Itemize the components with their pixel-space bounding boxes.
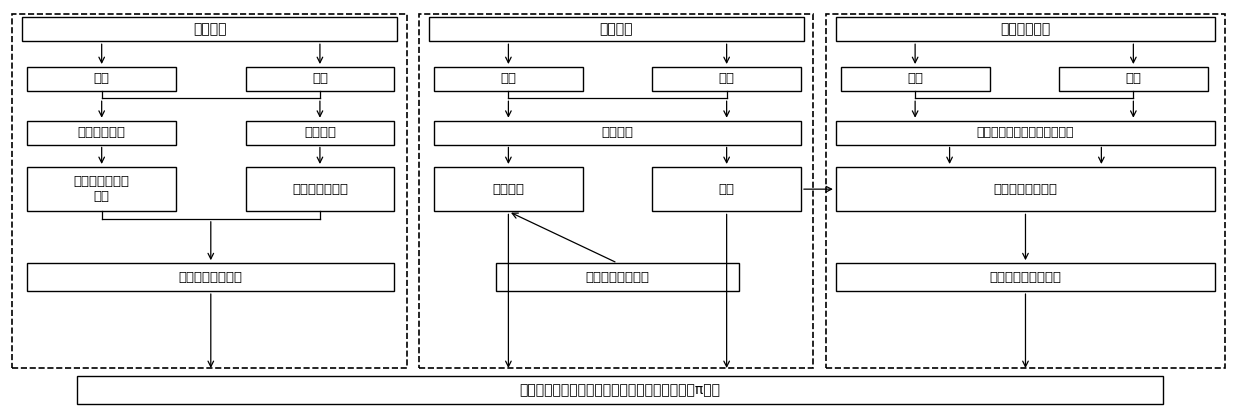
Text: 非饱和区励磁参数: 非饱和区励磁参数 — [179, 271, 243, 284]
Bar — [12, 14, 407, 368]
Text: 考虑铁芯深度饱和特性的单相双绕组变压器改进π模型: 考虑铁芯深度饱和特性的单相双绕组变压器改进π模型 — [520, 383, 720, 397]
Text: 短路阻抗: 短路阻抗 — [601, 126, 634, 139]
Bar — [27, 167, 176, 211]
Bar — [246, 67, 394, 91]
Bar — [496, 263, 739, 291]
Text: 励磁电阻的分配: 励磁电阻的分配 — [291, 183, 348, 196]
Text: 电压: 电压 — [501, 72, 516, 85]
Text: 绕组直流电阻测试: 绕组直流电阻测试 — [585, 271, 650, 284]
Text: 电流: 电流 — [719, 72, 734, 85]
Text: 励磁支路饱和电感: 励磁支路饱和电感 — [993, 183, 1058, 196]
Bar — [841, 67, 990, 91]
Bar — [1059, 67, 1208, 91]
Bar — [27, 263, 394, 291]
Bar — [22, 17, 397, 41]
Bar — [836, 167, 1215, 211]
Bar — [826, 14, 1225, 368]
Bar — [434, 121, 801, 145]
Text: 深度饱和试验: 深度饱和试验 — [1001, 22, 1050, 36]
Text: 开路试验: 开路试验 — [192, 22, 227, 36]
Text: 短路试验: 短路试验 — [599, 22, 634, 36]
Text: 饱和段励磁曲线数据: 饱和段励磁曲线数据 — [990, 271, 1061, 284]
Bar — [836, 17, 1215, 41]
Text: 一、二次侧端口视在饱和电感: 一、二次侧端口视在饱和电感 — [977, 126, 1074, 139]
Text: 励磁电阻: 励磁电阻 — [304, 126, 336, 139]
Text: 电流: 电流 — [312, 72, 327, 85]
Text: 基本磁化曲线: 基本磁化曲线 — [78, 126, 125, 139]
Text: 电压: 电压 — [908, 72, 923, 85]
Bar — [434, 67, 583, 91]
Bar — [27, 67, 176, 91]
Text: 绕组电阻: 绕组电阻 — [492, 183, 525, 196]
Bar — [836, 121, 1215, 145]
Bar — [419, 14, 813, 368]
Text: 电流: 电流 — [1126, 72, 1141, 85]
Bar — [434, 167, 583, 211]
Bar — [836, 263, 1215, 291]
Bar — [27, 121, 176, 145]
Text: 漏感: 漏感 — [719, 183, 734, 196]
Text: 电压: 电压 — [94, 72, 109, 85]
Bar — [77, 376, 1163, 404]
Text: 基本磁化曲线的
分配: 基本磁化曲线的 分配 — [73, 175, 130, 203]
Bar — [246, 121, 394, 145]
Bar — [652, 167, 801, 211]
Bar — [652, 67, 801, 91]
Bar — [429, 17, 804, 41]
Bar — [246, 167, 394, 211]
